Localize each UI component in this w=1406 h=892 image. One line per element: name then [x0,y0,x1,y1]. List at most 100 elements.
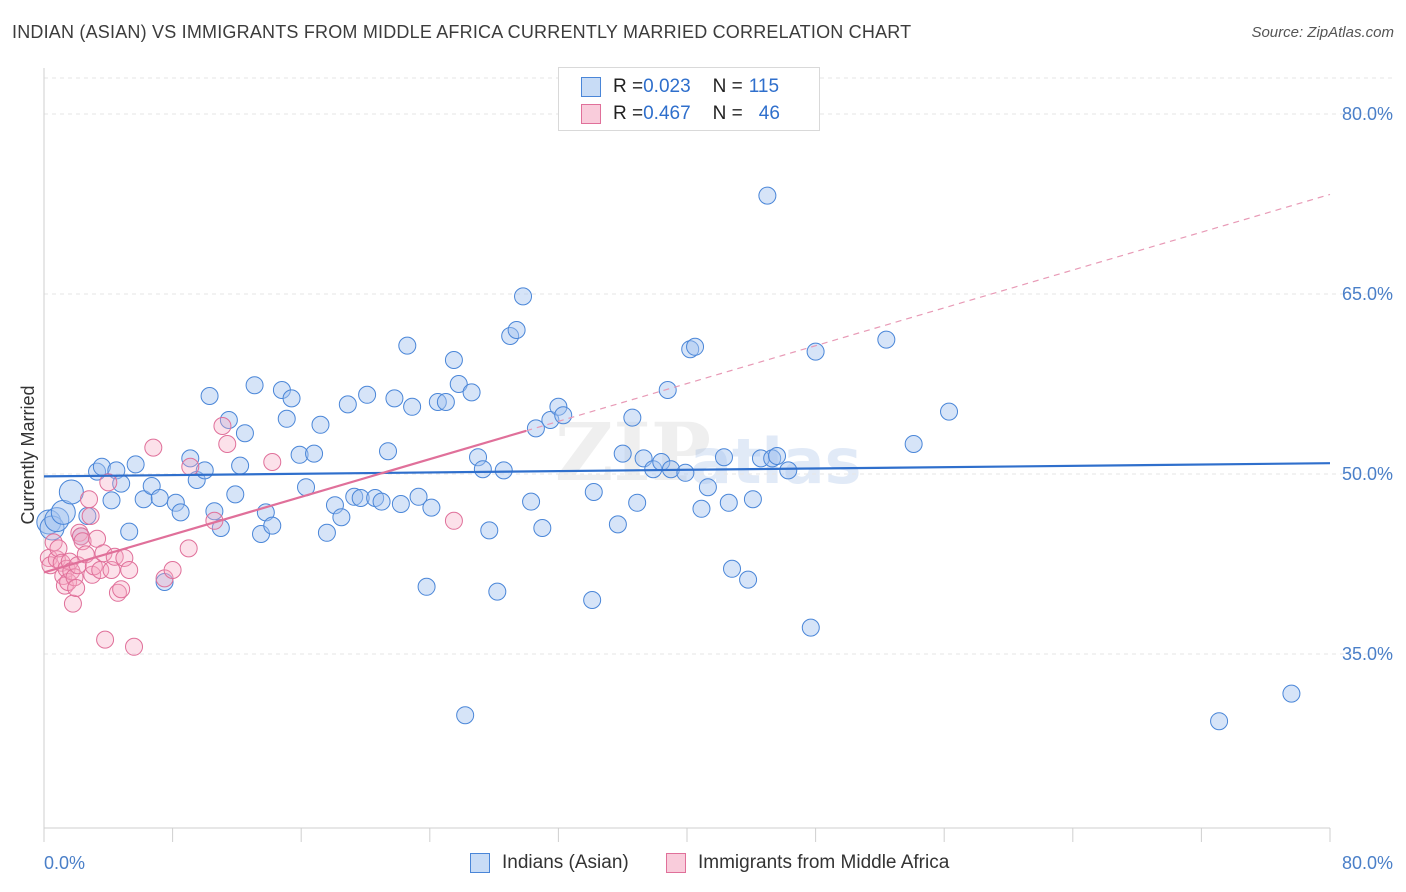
point-indians-asian [379,442,398,461]
watermark-atlas: atlas [690,425,861,498]
point-indians-asian [1210,712,1229,731]
point-immigrants-middle-africa [73,532,92,551]
correlation-legend: R = 0.023 N = 115 R = 0.467 N = 46 [558,67,820,131]
point-indians-asian [533,519,552,537]
point-indians-asian [692,499,711,518]
point-immigrants-middle-africa [112,580,131,599]
point-indians-asian [613,444,632,463]
point-indians-asian [681,340,700,359]
series-immigrants-middle-africa [39,417,463,656]
point-indians-asian [628,493,647,512]
point-indians-asian [150,489,169,507]
point-indians-asian [444,351,463,369]
point-immigrants-middle-africa [99,473,118,492]
point-indians-asian [422,498,441,517]
point-indians-asian [245,376,264,395]
y-axis-title: Currently Married [18,385,38,524]
point-indians-asian [171,503,190,522]
point-indians-asian [739,570,758,589]
point-indians-asian [698,478,717,497]
trend-lines [43,193,1331,574]
x-tick-labels: 0.0% 80.0% [44,853,1393,873]
point-immigrants-middle-africa [179,539,198,558]
point-immigrants-middle-africa [49,539,68,558]
point-indians-asian [385,389,404,408]
y-tick-label: 50.0% [1342,464,1393,484]
point-immigrants-middle-africa [263,453,282,471]
point-indians-asian [126,455,145,474]
point-indians-asian [409,487,428,506]
point-indians-asian [290,445,309,464]
bottom-legend-swatch-pink [666,853,686,873]
y-tick-label: 80.0% [1342,104,1393,124]
gridlines [44,77,1395,655]
point-indians-asian [391,495,410,513]
point-indians-asian [940,402,959,421]
y-tick-label: 35.0% [1342,644,1393,664]
point-indians-asian [462,383,481,402]
point-immigrants-middle-africa [80,490,99,509]
chart-title: INDIAN (ASIAN) VS IMMIGRANTS FROM MIDDLE… [12,22,912,42]
point-indians-asian [305,444,324,463]
trend-line-indians-asian [43,462,1331,478]
point-indians-asian [904,435,923,453]
point-indians-asian [166,493,185,512]
point-indians-asian [768,447,787,465]
point-immigrants-middle-africa [181,457,200,476]
point-indians-asian [583,591,602,609]
point-immigrants-middle-africa [213,417,232,435]
point-immigrants-middle-africa [444,511,463,530]
point-immigrants-middle-africa [108,583,127,602]
point-indians-asian [473,460,492,479]
point-indians-asian [449,375,468,393]
axes [43,68,1331,842]
point-indians-asian [719,493,738,512]
point-indians-asian [514,287,533,306]
point-immigrants-middle-africa [63,594,82,613]
point-immigrants-middle-africa [102,561,121,579]
legend-r-value: 0.467 [643,103,691,124]
point-immigrants-middle-africa [163,561,182,579]
legend-n-value: 115 [748,76,780,97]
legend-swatch-pink [581,104,601,124]
point-indians-asian [351,489,370,507]
point-indians-asian [469,448,488,467]
point-indians-asian [317,523,336,542]
point-indians-asian [877,330,896,349]
point-indians-asian [763,449,782,468]
point-indians-asian [417,577,436,596]
point-indians-asian [345,487,364,506]
legend-n-label: N = [712,76,743,97]
watermark-zip: ZIP [555,405,711,499]
bottom-legend-middle-africa: Immigrants from Middle Africa [666,852,949,874]
point-indians-asian [714,448,733,467]
point-indians-asian [403,397,422,416]
point-indians-asian [779,461,798,480]
legend-n-label: N = [712,103,743,124]
point-indians-asian [1282,684,1301,703]
point-immigrants-middle-africa [120,561,139,579]
point-indians-asian [226,485,245,504]
point-indians-asian [277,409,296,428]
legend-swatch-blue [581,77,601,97]
point-indians-asian [549,397,568,416]
legend-r-label: R = [613,76,644,97]
point-indians-asian [231,456,250,475]
point-indians-asian [235,424,254,443]
point-indians-asian [120,522,139,541]
point-indians-asian [743,490,762,509]
point-indians-asian [58,479,84,505]
legend-n-value: 46 [758,103,780,124]
bottom-legend-swatch-blue [470,853,490,873]
point-indians-asian [456,706,475,725]
x-tick-label: 0.0% [44,853,85,873]
point-indians-asian [526,419,545,438]
trend-line-middle-africa-extension [526,193,1331,432]
point-indians-asian [608,515,627,534]
point-indians-asian [507,321,526,339]
point-indians-asian [488,582,507,601]
legend-r-label: R = [613,103,644,124]
point-indians-asian [332,508,351,527]
point-indians-asian [623,408,642,427]
point-indians-asian [723,559,742,578]
